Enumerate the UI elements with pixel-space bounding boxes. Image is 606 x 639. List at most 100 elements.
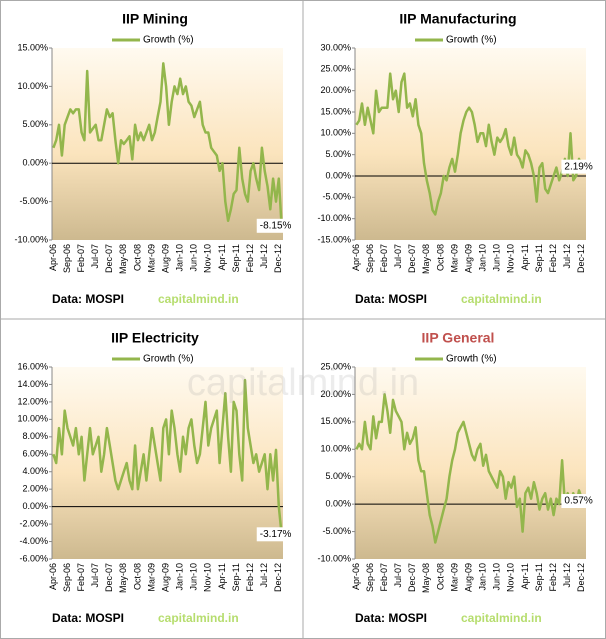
x-tick-label: Jun-10 xyxy=(189,563,199,591)
y-tick-label: 12.00% xyxy=(17,396,48,406)
watermark: capitalmind.in xyxy=(187,362,419,404)
x-tick-label: May-08 xyxy=(118,244,128,274)
x-tick-label: Nov-10 xyxy=(506,563,516,592)
legend-label: Growth (%) xyxy=(143,35,194,46)
chart-panel: IIP General Growth (%) -10.00% -5.00% 0.00% 5… xyxy=(317,330,596,625)
annotation-box xyxy=(561,159,596,174)
legend-label: Growth (%) xyxy=(446,354,497,365)
source-note: Data: MOSPI xyxy=(52,611,124,625)
x-tick-label: Feb-12 xyxy=(548,244,558,273)
x-tick-label: Sep-11 xyxy=(534,244,544,272)
brand: capitalmind.in xyxy=(158,292,239,306)
x-tick-label: Sep-06 xyxy=(365,244,375,273)
x-tick-label: Aug-09 xyxy=(160,563,170,592)
x-tick-label: Nov-10 xyxy=(203,244,213,273)
y-tick-label: -10.00% xyxy=(317,213,351,223)
y-tick-label: -2.00% xyxy=(19,518,48,528)
y-tick-label: -15.00% xyxy=(317,234,351,244)
plot-area xyxy=(52,48,283,240)
x-tick-label: Nov-10 xyxy=(506,244,516,273)
x-tick-label: Apr-06 xyxy=(48,244,58,271)
y-tick-label: 8.00% xyxy=(22,431,48,441)
x-tick-label: Dec-12 xyxy=(576,563,586,592)
annotation: 0.57% xyxy=(564,496,592,507)
x-tick-label: Jul-12 xyxy=(562,244,572,269)
x-tick-label: Feb-12 xyxy=(245,244,255,273)
y-tick-label: 15.00% xyxy=(320,416,351,426)
x-tick-label: Jul-07 xyxy=(90,563,100,588)
y-tick-label: 10.00% xyxy=(320,128,351,138)
y-tick-label: -6.00% xyxy=(19,553,48,563)
x-tick-label: Jan-10 xyxy=(175,563,185,591)
x-tick-label: Feb-07 xyxy=(379,244,389,273)
x-tick-label: Oct-08 xyxy=(132,244,142,271)
y-tick-label: 15.00% xyxy=(17,42,48,52)
y-tick-label: -5.00% xyxy=(322,526,351,536)
chart-title: IIP Electricity xyxy=(111,330,199,346)
x-tick-label: Apr-11 xyxy=(520,244,530,270)
annotation: -8.15% xyxy=(260,220,292,231)
x-tick-label: Nov-10 xyxy=(203,563,213,592)
x-tick-label: Oct-08 xyxy=(132,563,142,590)
x-tick-label: Dec-12 xyxy=(273,244,283,273)
x-tick-label: Aug-09 xyxy=(463,563,473,592)
y-tick-label: 0.00% xyxy=(22,501,48,511)
y-tick-label: 0.00% xyxy=(325,170,351,180)
x-tick-label: Aug-09 xyxy=(463,244,473,273)
chart-panel: IIP Mining Growth (%) -10.00% -5.00% 0.00% 5.… xyxy=(14,11,295,306)
x-tick-label: Apr-06 xyxy=(351,244,361,271)
x-tick-label: Oct-08 xyxy=(435,563,445,590)
chart-panel: IIP Electricity Growth (%) -6.00% -4.00% -2.… xyxy=(17,330,295,625)
legend-label: Growth (%) xyxy=(446,35,497,46)
chart-title: IIP Mining xyxy=(122,11,188,27)
x-tick-label: Jan-10 xyxy=(478,244,488,272)
x-tick-label: Dec-07 xyxy=(104,244,114,273)
annotation-box xyxy=(256,527,295,542)
y-tick-label: 6.00% xyxy=(22,449,48,459)
x-tick-label: Mar-09 xyxy=(146,563,156,592)
x-tick-label: Apr-06 xyxy=(48,563,58,590)
y-tick-label: 20.00% xyxy=(320,85,351,95)
y-tick-label: 5.00% xyxy=(22,119,48,129)
x-tick-label: Dec-12 xyxy=(273,563,283,592)
y-tick-label: 20.00% xyxy=(320,389,351,399)
chart-panel: IIP Manufacturing Growth (%) -15.00% -10.00… xyxy=(317,11,596,306)
y-tick-label: 4.00% xyxy=(22,466,48,476)
series-line xyxy=(355,393,586,544)
x-tick-label: Sep-11 xyxy=(231,563,241,591)
annotation: 2.19% xyxy=(564,161,592,172)
y-tick-label: 2.00% xyxy=(22,484,48,494)
x-tick-label: Jun-10 xyxy=(189,244,199,272)
source-note: Data: MOSPI xyxy=(355,611,427,625)
x-tick-label: Sep-06 xyxy=(62,244,72,273)
brand: capitalmind.in xyxy=(158,611,239,625)
y-tick-label: 25.00% xyxy=(320,361,351,371)
x-tick-label: Sep-11 xyxy=(534,563,544,591)
series-line xyxy=(52,62,283,226)
y-tick-label: -10.00% xyxy=(14,234,48,244)
x-tick-label: Mar-09 xyxy=(449,244,459,273)
brand: capitalmind.in xyxy=(461,292,542,306)
x-tick-label: Apr-11 xyxy=(217,244,227,270)
x-tick-label: Jul-12 xyxy=(259,563,269,588)
x-tick-label: Jul-12 xyxy=(259,244,269,269)
x-tick-label: Jun-10 xyxy=(492,244,502,272)
y-tick-label: 16.00% xyxy=(17,361,48,371)
y-tick-label: -10.00% xyxy=(317,553,351,563)
chart-title: IIP General xyxy=(422,330,495,346)
x-tick-label: Sep-11 xyxy=(231,244,241,272)
y-tick-label: 0.00% xyxy=(22,158,48,168)
y-tick-label: 14.00% xyxy=(17,379,48,389)
y-tick-label: 5.00% xyxy=(325,149,351,159)
y-tick-label: 25.00% xyxy=(320,64,351,74)
x-tick-label: Aug-09 xyxy=(160,244,170,273)
x-tick-label: Jan-10 xyxy=(478,563,488,591)
annotation-box xyxy=(256,218,295,233)
x-tick-label: Jul-12 xyxy=(562,563,572,588)
annotation: -3.17% xyxy=(260,529,292,540)
y-tick-label: 0.00% xyxy=(325,499,351,509)
x-tick-label: Sep-06 xyxy=(62,563,72,592)
x-tick-label: Jan-10 xyxy=(175,244,185,272)
